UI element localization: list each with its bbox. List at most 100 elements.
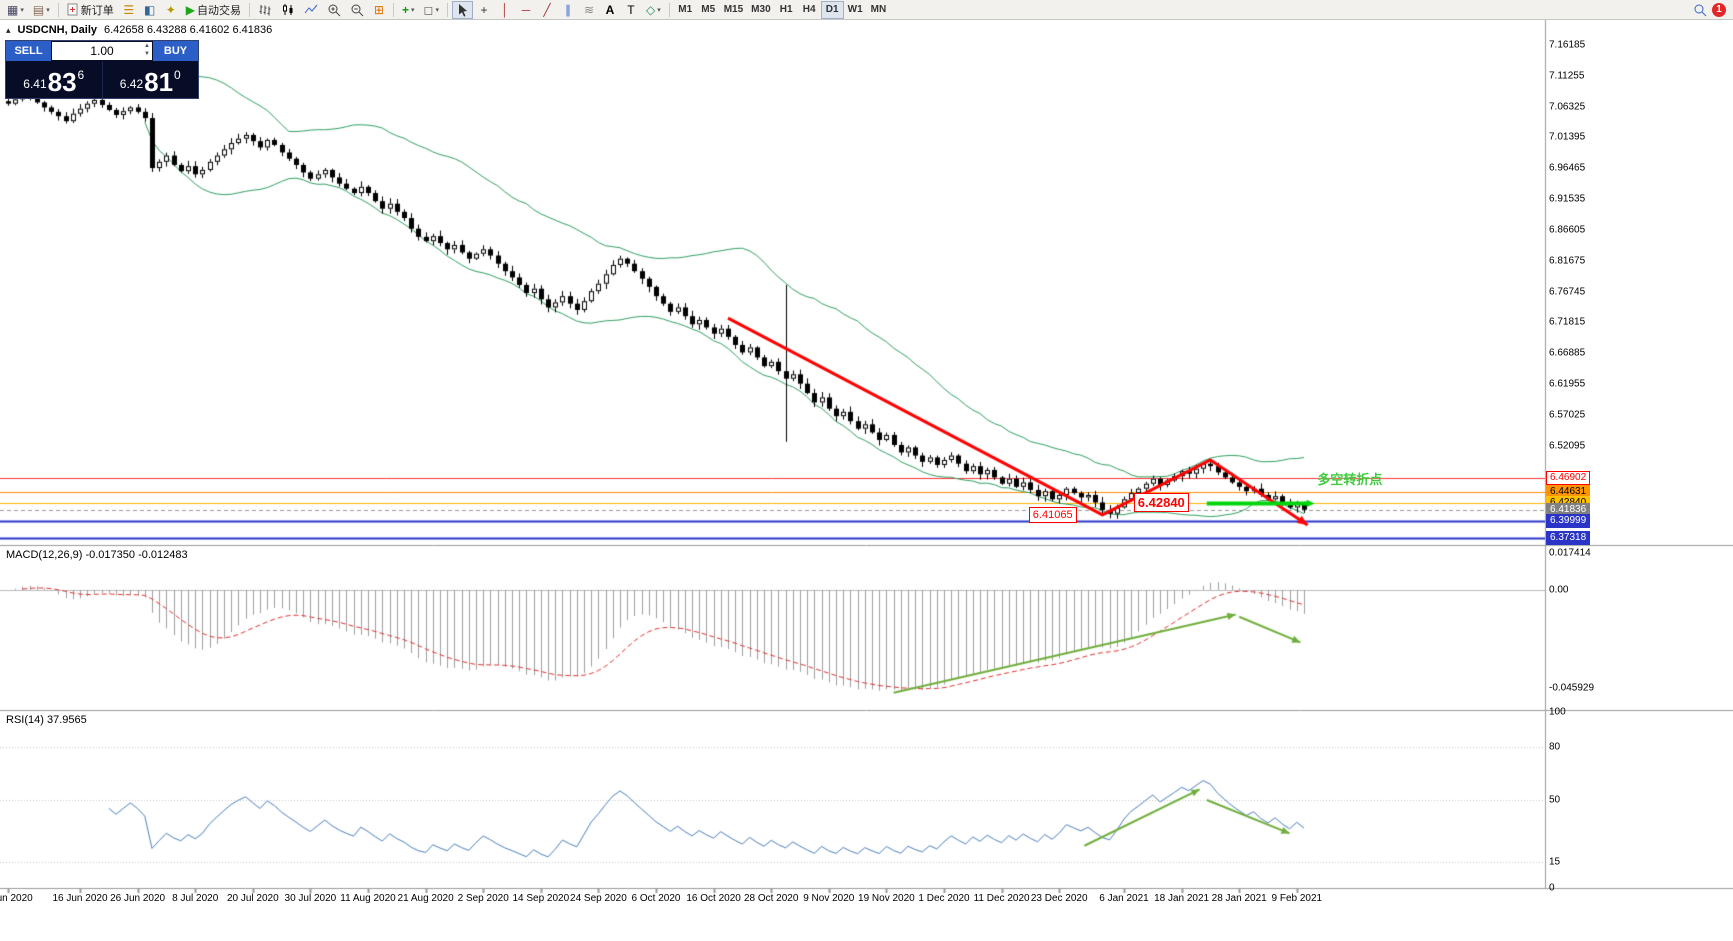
notification-badge[interactable]: 1 xyxy=(1712,2,1726,17)
timeframe-d1-button[interactable]: D1 xyxy=(820,0,844,19)
indicators-button[interactable]: + ▾ xyxy=(398,1,419,19)
toolbar-separator xyxy=(57,2,59,17)
spinner-down-icon[interactable]: ▼ xyxy=(144,51,150,57)
zoom-in-button[interactable] xyxy=(323,1,345,19)
timeframe-mn-button[interactable]: MN xyxy=(867,1,891,19)
timeframe-w1-button[interactable]: W1 xyxy=(844,1,867,19)
price-axis-label: 6.91535 xyxy=(1549,193,1586,205)
fibonacci-button[interactable]: ≋ xyxy=(579,1,599,19)
date-axis-label: 2 Sep 2020 xyxy=(457,893,509,904)
date-axis-label: 8 Jul 2020 xyxy=(172,893,219,904)
macd-indicator-label: MACD(12,26,9) -0.017350 -0.012483 xyxy=(6,549,188,561)
date-axis-label: 2 Jun 2020 xyxy=(0,893,33,904)
timeframe-m30-button[interactable]: M30 xyxy=(747,1,774,19)
objects-button[interactable]: ◻ ▾ xyxy=(419,1,442,19)
new-chart-button[interactable]: ▦ ▾ xyxy=(3,1,28,19)
trendline-button[interactable]: ╱ xyxy=(537,1,557,19)
tile-windows-button[interactable]: ⊞ xyxy=(369,1,389,19)
shapes-icon: ◇ xyxy=(645,2,656,17)
volume-spinner[interactable]: ▲ ▼ xyxy=(144,42,150,58)
timeframe-m15-button[interactable]: M15 xyxy=(720,1,747,19)
price-axis-label: 6.61955 xyxy=(1549,378,1586,390)
crosshair-button[interactable]: + xyxy=(474,1,494,19)
price-callout-low[interactable]: 6.41065 xyxy=(1028,507,1077,524)
rsi-indicator-label: RSI(14) 37.9565 xyxy=(6,714,87,726)
price-chart-canvas[interactable] xyxy=(0,20,1733,941)
sell-button[interactable]: SELL xyxy=(6,41,51,61)
date-axis-label: 21 Aug 2020 xyxy=(397,893,454,904)
buy-button[interactable]: BUY xyxy=(153,41,198,61)
autotrading-button[interactable]: ▶ 自动交易 xyxy=(182,1,245,19)
text-label-button[interactable]: T xyxy=(621,1,641,19)
price-axis-label: 7.11255 xyxy=(1549,70,1585,82)
channel-button[interactable]: ∥ xyxy=(558,1,578,19)
market-watch-button[interactable]: ☰ xyxy=(119,1,139,19)
macd-axis-label: 0.00 xyxy=(1549,584,1569,596)
market-watch-icon: ☰ xyxy=(123,2,135,17)
price-axis-label: 6.86605 xyxy=(1549,224,1586,236)
new-chart-icon: ▦ xyxy=(7,2,19,17)
price-axis-label: 6.71815 xyxy=(1549,316,1586,328)
zoom-out-icon xyxy=(350,3,364,17)
cursor-icon xyxy=(456,3,469,17)
toolbar-separator xyxy=(392,2,394,17)
chevron-down-icon: ▾ xyxy=(657,6,661,14)
new-order-button[interactable]: 新订单 xyxy=(63,1,118,19)
timeframe-h1-button[interactable]: H1 xyxy=(775,1,798,19)
cursor-button[interactable] xyxy=(451,0,473,19)
date-axis-label: 11 Aug 2020 xyxy=(340,893,396,904)
price-axis-label: 6.81675 xyxy=(1549,255,1586,267)
volume-input[interactable] xyxy=(65,43,139,59)
price-axis-label: 7.01395 xyxy=(1549,131,1586,143)
line-chart-button[interactable] xyxy=(300,1,322,19)
chart-ohlc-values: 6.42658 6.43288 6.41602 6.41836 xyxy=(104,24,273,36)
text-icon: A xyxy=(605,2,615,17)
buy-price-button[interactable]: 6.42 81 0 xyxy=(101,61,199,98)
text-button[interactable]: A xyxy=(600,1,620,19)
date-axis-label: 20 Jul 2020 xyxy=(226,893,279,904)
search-button[interactable] xyxy=(1689,1,1711,19)
one-click-top-row: SELL ▲▼ BUY xyxy=(6,41,198,61)
data-window-button[interactable]: ◧ xyxy=(140,1,160,19)
date-axis-label: 16 Oct 2020 xyxy=(686,893,741,904)
sell-price-big: 83 xyxy=(47,67,77,97)
candlestick-chart-button[interactable] xyxy=(277,1,299,19)
date-axis-label: 24 Sep 2020 xyxy=(570,893,627,904)
zoom-out-button[interactable] xyxy=(346,1,368,19)
vertical-line-button[interactable]: │ xyxy=(495,1,515,19)
volume-field: ▲▼ xyxy=(52,42,152,60)
price-axis-label: 6.96465 xyxy=(1549,162,1586,174)
timeframe-m1-button[interactable]: M1 xyxy=(674,1,697,19)
price-axis-label: 6.76745 xyxy=(1549,286,1586,298)
price-axis-label: 6.66885 xyxy=(1549,347,1586,359)
price-axis-label: 7.16185 xyxy=(1549,39,1586,51)
date-axis-label: 28 Jan 2021 xyxy=(1211,893,1267,904)
navigator-button[interactable]: ✦ xyxy=(161,1,181,19)
date-axis-label: 9 Nov 2020 xyxy=(803,893,855,904)
vertical-line-icon: │ xyxy=(501,2,509,17)
line-chart-icon xyxy=(304,3,318,16)
chevron-down-icon: ▾ xyxy=(410,6,415,14)
bars-chart-button[interactable] xyxy=(254,1,276,19)
shapes-button[interactable]: ◇ ▾ xyxy=(642,1,665,19)
turning-point-label[interactable]: 多空转折点 xyxy=(1317,472,1383,488)
date-axis-label: 1 Dec 2020 xyxy=(918,893,970,904)
chevron-down-icon: ▾ xyxy=(435,6,439,14)
date-axis-label: 6 Jan 2021 xyxy=(1099,893,1149,904)
new-order-label: 新订单 xyxy=(80,4,114,17)
rsi-axis-label: 100 xyxy=(1549,706,1566,718)
sell-price-button[interactable]: 6.41 83 6 xyxy=(6,61,102,98)
one-click-toggle-icon[interactable]: ▴ xyxy=(6,24,11,35)
price-callout-support[interactable]: 6.42840 xyxy=(1133,492,1189,512)
spinner-up-icon[interactable]: ▲ xyxy=(144,43,150,49)
date-axis-label: 19 Nov 2020 xyxy=(858,893,915,904)
chart-profiles-button[interactable]: ▤ ▾ xyxy=(29,1,54,19)
timeframe-m5-button[interactable]: M5 xyxy=(697,1,720,19)
sell-price-small: 6.41 xyxy=(23,77,47,91)
toolbar-separator xyxy=(668,2,670,17)
timeframe-h4-button[interactable]: H4 xyxy=(798,1,821,19)
one-click-prices: 6.41 83 6 6.42 81 0 xyxy=(6,61,198,98)
horizontal-line-button[interactable]: ─ xyxy=(516,1,536,19)
chart-symbol-period: USDCNH, Daily xyxy=(17,24,97,36)
crosshair-icon: + xyxy=(480,2,488,17)
